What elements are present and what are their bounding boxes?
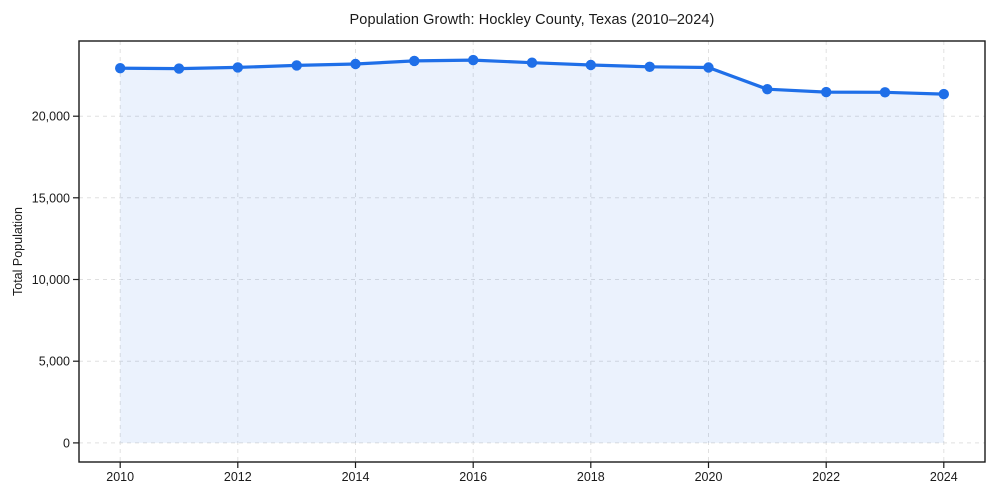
data-point-marker	[468, 54, 479, 66]
x-tick-label: 2016	[459, 470, 487, 484]
x-tick-label: 2012	[224, 470, 252, 484]
chart-title: Population Growth: Hockley County, Texas…	[349, 12, 715, 28]
x-tick-label: 2022	[812, 470, 840, 484]
y-tick-label: 20,000	[32, 110, 70, 124]
x-tick-label: 2014	[342, 470, 370, 484]
data-point-marker	[350, 58, 361, 70]
data-point-marker	[526, 57, 538, 68]
y-tick-label: 5,000	[39, 355, 70, 369]
data-point-marker	[703, 62, 714, 73]
data-point-marker	[879, 87, 891, 98]
data-point-marker	[938, 88, 949, 100]
plot-border	[78, 40, 986, 463]
data-point-marker	[173, 63, 185, 74]
y-tick-label: 10,000	[32, 273, 70, 287]
data-point-marker	[585, 59, 596, 71]
x-tick-label: 2018	[577, 470, 605, 484]
area-fill	[120, 60, 944, 443]
data-point-marker	[291, 60, 302, 71]
y-tick-label: 0	[63, 436, 70, 450]
x-tick-label: 2010	[106, 470, 134, 484]
data-point-marker	[409, 55, 420, 67]
data-point-marker	[644, 61, 655, 72]
data-point-marker	[762, 84, 773, 95]
x-tick-label: 2024	[930, 470, 958, 484]
data-point-marker	[821, 86, 832, 98]
data-point-marker	[232, 62, 243, 73]
x-tick-label: 2020	[695, 470, 723, 484]
y-tick-label: 15,000	[32, 191, 70, 205]
data-point-marker	[115, 62, 126, 74]
